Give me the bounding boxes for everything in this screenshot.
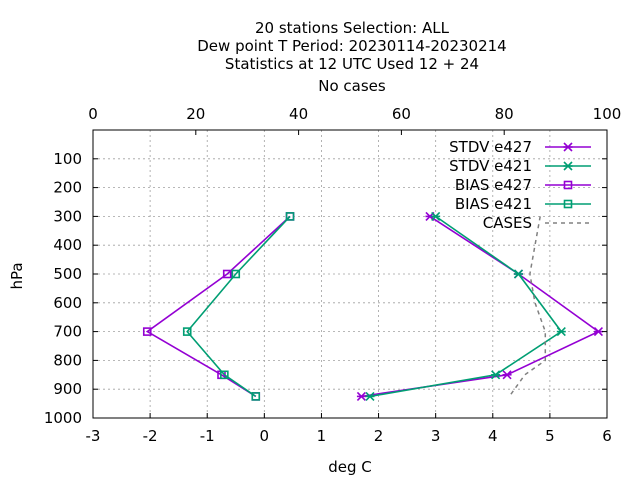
legend-label: STDV e427 (449, 138, 532, 156)
title-line-2: Dew point T Period: 20230114-20230214 (197, 37, 506, 55)
legend-item: CASES (483, 214, 591, 232)
x-tick-label: 5 (545, 427, 555, 445)
series-4 (182, 212, 295, 401)
y-tick-label: 200 (53, 179, 82, 197)
x-tick-label: 4 (488, 427, 498, 445)
data-point (431, 211, 441, 221)
x-tick-label: -2 (143, 427, 158, 445)
x-axis-label: deg C (328, 458, 372, 476)
axes: -3 -2 -1 0 1 2 3 4 5 60 20 40 60 80 100100200300400500… (44, 105, 622, 445)
y-tick-label: 700 (53, 323, 82, 341)
data-point (513, 269, 524, 279)
grid (93, 130, 607, 418)
x-tick-label: 0 (260, 427, 270, 445)
legend-item: STDV e427 (449, 138, 591, 156)
x-tick-label: 1 (317, 427, 327, 445)
legend-marker (563, 142, 573, 152)
series-line (361, 215, 600, 398)
data-point (142, 327, 152, 336)
y-tick-label: 300 (53, 207, 82, 225)
y-tick-label: 600 (53, 294, 82, 312)
data-point (222, 269, 232, 279)
x-tick-label: 2 (374, 427, 384, 445)
plot-area (142, 211, 603, 401)
x2-tick-label: 60 (392, 105, 411, 123)
x2-tick-label: 40 (289, 105, 308, 123)
series-3 (142, 212, 295, 401)
legend-item: BIAS e421 (455, 195, 591, 213)
legend-label: STDV e421 (449, 157, 532, 175)
x2-tick-label: 80 (495, 105, 514, 123)
x-tick-label: 6 (602, 427, 612, 445)
y-tick-label: 900 (53, 380, 82, 398)
x-tick-label: 3 (431, 427, 441, 445)
data-point (365, 391, 375, 401)
data-point (285, 212, 295, 221)
data-point (231, 269, 241, 279)
x-tick-label: -3 (86, 427, 101, 445)
x2-tick-label: 0 (88, 105, 98, 123)
y-tick-label: 800 (53, 351, 82, 369)
legend-label: CASES (483, 214, 532, 232)
x-tick-label: -1 (200, 427, 215, 445)
data-point (593, 327, 603, 337)
series-5 (508, 216, 547, 397)
y-tick-label: 1000 (44, 409, 82, 427)
title-line-3: Statistics at 12 UTC Used 12 + 24 (225, 55, 479, 73)
legend-marker (563, 180, 573, 190)
data-point (182, 327, 192, 336)
data-point (356, 391, 366, 401)
series-line (145, 215, 291, 398)
data-point (556, 327, 566, 337)
y-tick-label: 100 (53, 150, 82, 168)
legend-item: BIAS e427 (455, 176, 591, 194)
data-point (251, 392, 261, 401)
chart-title: 20 stations Selection: ALL Dew point T P… (197, 19, 506, 95)
legend-item: STDV e421 (449, 157, 591, 175)
y-axis-label: hPa (8, 262, 26, 289)
legend-marker (563, 161, 573, 171)
y-tick-label: 400 (53, 236, 82, 254)
y-tick-label: 500 (53, 265, 82, 283)
legend-label: BIAS e427 (455, 176, 532, 194)
x2-tick-label: 100 (593, 105, 622, 123)
series-1 (356, 211, 603, 401)
data-point (491, 370, 501, 380)
series-line (508, 216, 547, 397)
title-line-4: No cases (318, 77, 386, 95)
data-point (220, 370, 229, 380)
legend-marker (563, 199, 573, 209)
series-line (186, 215, 291, 398)
series-2 (365, 211, 566, 401)
legend-label: BIAS e421 (455, 195, 532, 213)
data-point (502, 370, 512, 380)
title-line-1: 20 stations Selection: ALL (255, 19, 450, 37)
x2-tick-label: 20 (186, 105, 205, 123)
